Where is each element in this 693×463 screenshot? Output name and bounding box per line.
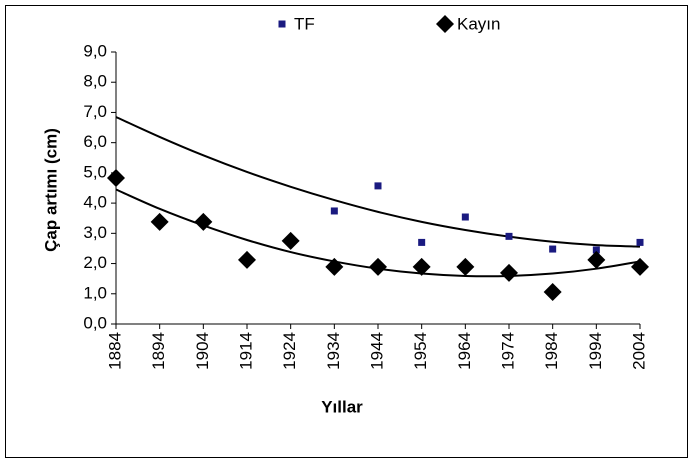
point bbox=[543, 282, 562, 301]
point bbox=[461, 213, 469, 221]
legend-marker bbox=[278, 20, 286, 28]
legend-label: Kayın bbox=[457, 14, 500, 33]
x-tick-label: 1934 bbox=[324, 332, 343, 370]
y-tick-label: 0,0 bbox=[83, 313, 107, 332]
x-tick-label: 1974 bbox=[498, 332, 517, 370]
y-tick-label: 2,0 bbox=[83, 253, 107, 272]
x-tick-label: 1894 bbox=[149, 332, 168, 370]
x-tick-label: 1984 bbox=[542, 332, 561, 370]
y-tick-label: 1,0 bbox=[83, 283, 107, 302]
point bbox=[549, 245, 557, 253]
y-tick-label: 4,0 bbox=[83, 193, 107, 212]
point bbox=[505, 232, 513, 240]
x-tick-label: 1954 bbox=[411, 332, 430, 370]
point bbox=[281, 231, 300, 250]
point bbox=[374, 182, 382, 190]
x-tick-label: 1944 bbox=[367, 332, 386, 370]
point bbox=[636, 238, 644, 246]
legend-marker bbox=[436, 15, 454, 33]
point bbox=[592, 246, 600, 254]
point bbox=[412, 257, 431, 276]
point bbox=[418, 238, 426, 246]
chart-border bbox=[5, 5, 688, 458]
y-tick-label: 8,0 bbox=[83, 72, 107, 91]
x-tick-label: 1964 bbox=[455, 332, 474, 370]
trend-line bbox=[115, 116, 641, 248]
y-tick-label: 9,0 bbox=[83, 41, 107, 60]
point bbox=[456, 257, 475, 276]
legend-label: TF bbox=[294, 14, 315, 33]
point bbox=[631, 257, 649, 276]
y-axis-title: Çap artımı (cm) bbox=[41, 128, 60, 252]
point bbox=[587, 250, 606, 269]
x-tick-label: 1914 bbox=[236, 332, 255, 370]
point bbox=[194, 212, 213, 231]
point bbox=[500, 263, 518, 282]
x-tick-label: 2004 bbox=[629, 332, 648, 370]
point bbox=[369, 257, 387, 276]
y-tick-label: 3,0 bbox=[83, 223, 107, 242]
point bbox=[107, 169, 125, 188]
y-tick-label: 5,0 bbox=[83, 162, 107, 181]
point bbox=[238, 250, 256, 269]
y-tick-label: 6,0 bbox=[83, 132, 107, 151]
point bbox=[325, 257, 344, 276]
x-tick-label: 1924 bbox=[280, 332, 299, 370]
point bbox=[330, 207, 338, 215]
y-tick-label: 7,0 bbox=[83, 102, 107, 121]
x-axis-title: Yıllar bbox=[321, 397, 363, 416]
x-tick-label: 1994 bbox=[586, 332, 605, 370]
point bbox=[150, 212, 169, 231]
x-tick-label: 1884 bbox=[105, 332, 124, 370]
x-tick-label: 1904 bbox=[193, 332, 212, 370]
